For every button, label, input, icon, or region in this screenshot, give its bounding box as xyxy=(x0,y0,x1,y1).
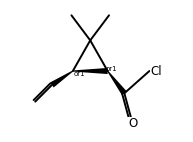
Text: O: O xyxy=(128,117,137,130)
Polygon shape xyxy=(73,68,108,74)
Text: or1: or1 xyxy=(74,71,85,77)
Text: Cl: Cl xyxy=(151,64,163,78)
Polygon shape xyxy=(50,71,73,87)
Text: or1: or1 xyxy=(106,66,117,72)
Polygon shape xyxy=(107,71,127,95)
